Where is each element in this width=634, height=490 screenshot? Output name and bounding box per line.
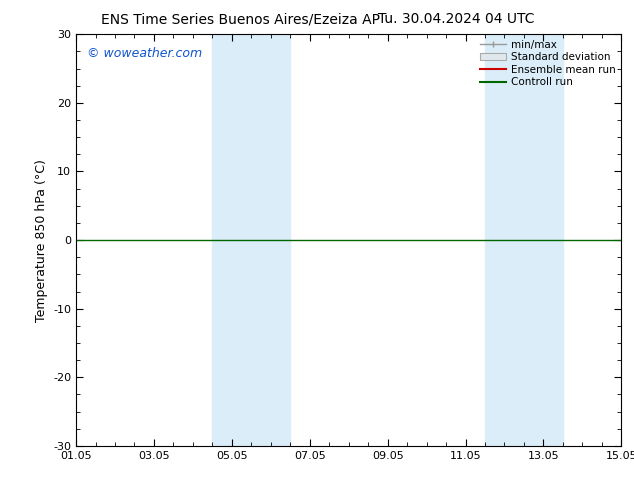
- Text: © woweather.com: © woweather.com: [87, 47, 202, 60]
- Bar: [485, 34, 563, 446]
- Text: Tu. 30.04.2024 04 UTC: Tu. 30.04.2024 04 UTC: [378, 12, 534, 26]
- Legend: min/max, Standard deviation, Ensemble mean run, Controll run: min/max, Standard deviation, Ensemble me…: [478, 37, 618, 89]
- Y-axis label: Temperature 850 hPa (°C): Temperature 850 hPa (°C): [34, 159, 48, 321]
- Bar: [212, 34, 290, 446]
- Text: ENS Time Series Buenos Aires/Ezeiza AP: ENS Time Series Buenos Aires/Ezeiza AP: [101, 12, 380, 26]
